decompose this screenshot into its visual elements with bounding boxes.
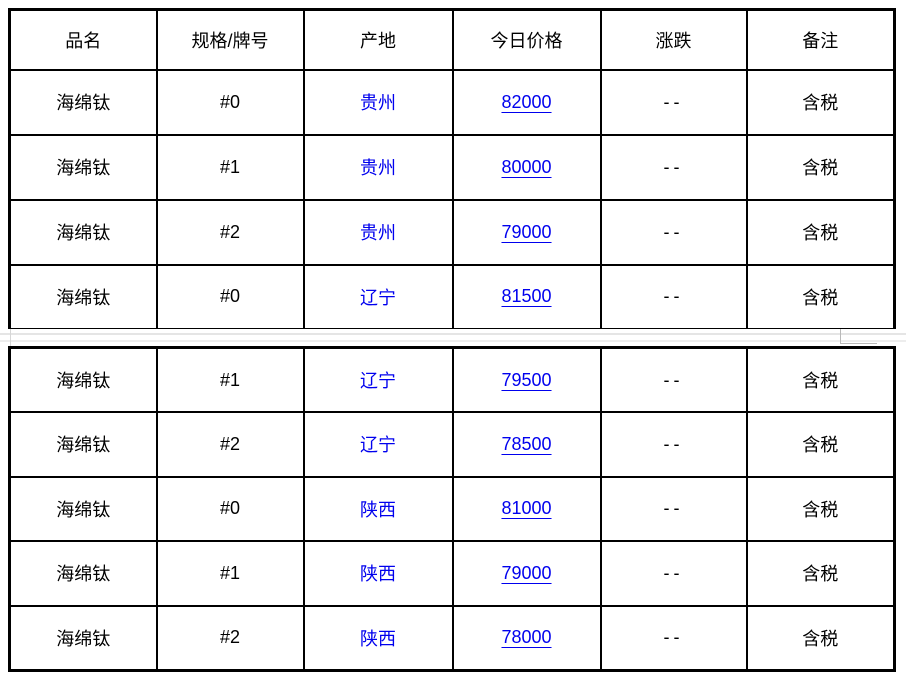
cell-origin: 辽宁	[302, 411, 454, 478]
cell-spec: #0	[155, 475, 305, 542]
price-link[interactable]: 80000	[501, 156, 552, 177]
origin-link[interactable]: 贵州	[360, 158, 396, 178]
cell-note: 含税	[745, 346, 896, 413]
cell-price: 79500	[451, 346, 602, 413]
cell-origin: 贵州	[302, 133, 454, 201]
price-table-top: 品名 规格/牌号 产地 今日价格 涨跌 备注 海绵钛 #0 贵州 82000 -…	[8, 8, 896, 331]
header-change: 涨跌	[599, 8, 748, 71]
cell-change: --	[599, 68, 748, 136]
price-link[interactable]: 78000	[501, 627, 552, 647]
cell-price: 79000	[451, 198, 602, 266]
price-link[interactable]: 81000	[501, 498, 552, 519]
price-link[interactable]: 79000	[501, 562, 552, 583]
table-row: 海绵钛 #0 贵州 82000 -- 含税	[8, 68, 896, 136]
cell-origin: 贵州	[302, 68, 454, 136]
origin-link[interactable]: 辽宁	[360, 435, 396, 456]
cell-price: 78500	[451, 411, 602, 478]
price-table-bottom: 海绵钛 #1 辽宁 79500 -- 含税 海绵钛 #2 辽宁 78500 --…	[8, 346, 896, 672]
cell-note: 含税	[745, 604, 896, 671]
cell-spec: #1	[155, 133, 305, 201]
cell-note: 含税	[745, 263, 896, 331]
table-row: 海绵钛 #0 辽宁 81500 -- 含税	[8, 263, 896, 331]
cell-origin: 辽宁	[302, 263, 454, 331]
cell-price: 82000	[451, 68, 602, 136]
header-spec: 规格/牌号	[155, 8, 305, 71]
cell-spec: #0	[155, 263, 305, 331]
background-gridline	[0, 333, 906, 335]
cell-change: --	[599, 540, 748, 607]
cell-origin: 贵州	[302, 198, 454, 266]
cell-product: 海绵钛	[8, 604, 158, 671]
origin-link[interactable]: 陕西	[360, 499, 396, 520]
origin-link[interactable]: 陕西	[360, 628, 396, 649]
cell-note: 含税	[745, 68, 896, 136]
cell-product: 海绵钛	[8, 475, 158, 542]
cell-spec: #2	[155, 411, 305, 478]
cell-origin: 陕西	[302, 604, 454, 671]
price-link[interactable]: 82000	[501, 91, 552, 112]
cell-product: 海绵钛	[8, 540, 158, 607]
cell-spec: #1	[155, 540, 305, 607]
cell-change: --	[599, 198, 748, 266]
header-row: 品名 规格/牌号 产地 今日价格 涨跌 备注	[8, 8, 896, 71]
cell-product: 海绵钛	[8, 346, 158, 413]
origin-link[interactable]: 辽宁	[360, 287, 396, 308]
background-gridline	[10, 329, 11, 346]
cell-note: 含税	[745, 133, 896, 201]
cell-price: 81500	[451, 263, 602, 331]
origin-link[interactable]: 辽宁	[360, 371, 396, 391]
price-link[interactable]: 79500	[501, 369, 552, 390]
cell-price: 78000	[451, 604, 602, 671]
cell-spec: #2	[155, 604, 305, 671]
table-row: 海绵钛 #1 陕西 79000 -- 含税	[8, 540, 896, 607]
cell-product: 海绵钛	[8, 263, 158, 331]
cell-origin: 陕西	[302, 540, 454, 607]
origin-link[interactable]: 贵州	[360, 223, 396, 243]
cell-note: 含税	[745, 411, 896, 478]
cell-product: 海绵钛	[8, 411, 158, 478]
table-header: 品名 规格/牌号 产地 今日价格 涨跌 备注	[8, 8, 896, 71]
cell-change: --	[599, 604, 748, 671]
origin-link[interactable]: 贵州	[360, 93, 396, 113]
cell-note: 含税	[745, 198, 896, 266]
table-row: 海绵钛 #1 辽宁 79500 -- 含税	[8, 346, 896, 413]
cell-change: --	[599, 411, 748, 478]
origin-link[interactable]: 陕西	[360, 564, 396, 585]
table-row: 海绵钛 #2 贵州 79000 -- 含税	[8, 198, 896, 266]
cell-origin: 陕西	[302, 475, 454, 542]
table-row: 海绵钛 #1 贵州 80000 -- 含税	[8, 133, 896, 201]
price-link[interactable]: 81500	[501, 286, 552, 307]
cell-product: 海绵钛	[8, 68, 158, 136]
cell-spec: #0	[155, 68, 305, 136]
header-note: 备注	[745, 8, 896, 71]
cell-spec: #1	[155, 346, 305, 413]
header-origin: 产地	[302, 8, 454, 71]
header-price: 今日价格	[451, 8, 602, 71]
background-gridline	[840, 343, 877, 344]
cell-change: --	[599, 346, 748, 413]
cell-note: 含税	[745, 475, 896, 542]
price-link[interactable]: 78500	[501, 433, 552, 454]
table-row: 海绵钛 #0 陕西 81000 -- 含税	[8, 475, 896, 542]
background-gridline	[840, 329, 841, 343]
header-product: 品名	[8, 8, 158, 71]
cell-origin: 辽宁	[302, 346, 454, 413]
cell-change: --	[599, 475, 748, 542]
background-gridline	[0, 340, 906, 342]
cell-change: --	[599, 133, 748, 201]
cell-price: 81000	[451, 475, 602, 542]
cell-product: 海绵钛	[8, 198, 158, 266]
price-link[interactable]: 79000	[501, 221, 552, 242]
cell-price: 79000	[451, 540, 602, 607]
capture-seam	[0, 329, 906, 346]
cell-change: --	[599, 263, 748, 331]
cell-price: 80000	[451, 133, 602, 201]
cell-note: 含税	[745, 540, 896, 607]
table-row: 海绵钛 #2 陕西 78000 -- 含税	[8, 604, 896, 671]
table-row: 海绵钛 #2 辽宁 78500 -- 含税	[8, 411, 896, 478]
cell-product: 海绵钛	[8, 133, 158, 201]
cell-spec: #2	[155, 198, 305, 266]
